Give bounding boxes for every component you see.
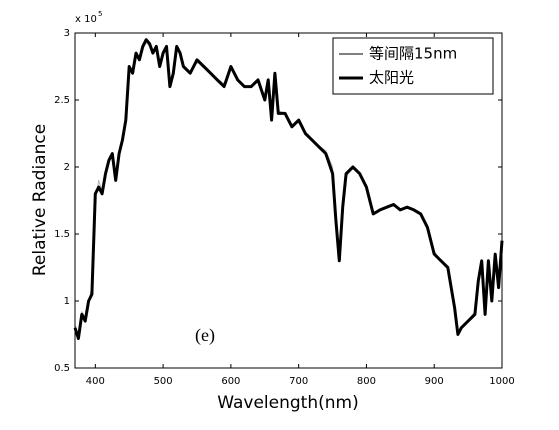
legend-box xyxy=(332,37,494,95)
x-tick-label: 400 xyxy=(86,376,105,387)
axis-multiplier: x 10 xyxy=(75,14,97,25)
annotation: (e) xyxy=(195,325,215,346)
x-tick-label: 1000 xyxy=(489,376,514,387)
x-tick-label: 500 xyxy=(154,376,173,387)
y-tick-label: 1 xyxy=(64,296,70,307)
y-tick-label: 2 xyxy=(64,162,70,173)
y-tick-label: 3 xyxy=(64,28,70,39)
x-tick-label: 700 xyxy=(289,376,308,387)
y-tick-label: 1.5 xyxy=(54,229,70,240)
x-axis-label: Wavelength(nm) xyxy=(217,393,358,413)
axis-multiplier-exponent: 5 xyxy=(98,10,102,18)
series-line xyxy=(73,38,504,340)
legend-text: 太阳光 xyxy=(369,69,414,87)
x-tick-label: 800 xyxy=(357,376,376,387)
y-tick-label: 2.5 xyxy=(54,95,70,106)
y-axis-label: Relative Radiance xyxy=(30,124,50,276)
legend-text: 等间隔15nm xyxy=(369,45,457,63)
plot-frame xyxy=(74,32,503,369)
y-tick-label: 0.5 xyxy=(54,363,70,374)
x-tick-label: 600 xyxy=(221,376,240,387)
x-tick-label: 900 xyxy=(425,376,444,387)
